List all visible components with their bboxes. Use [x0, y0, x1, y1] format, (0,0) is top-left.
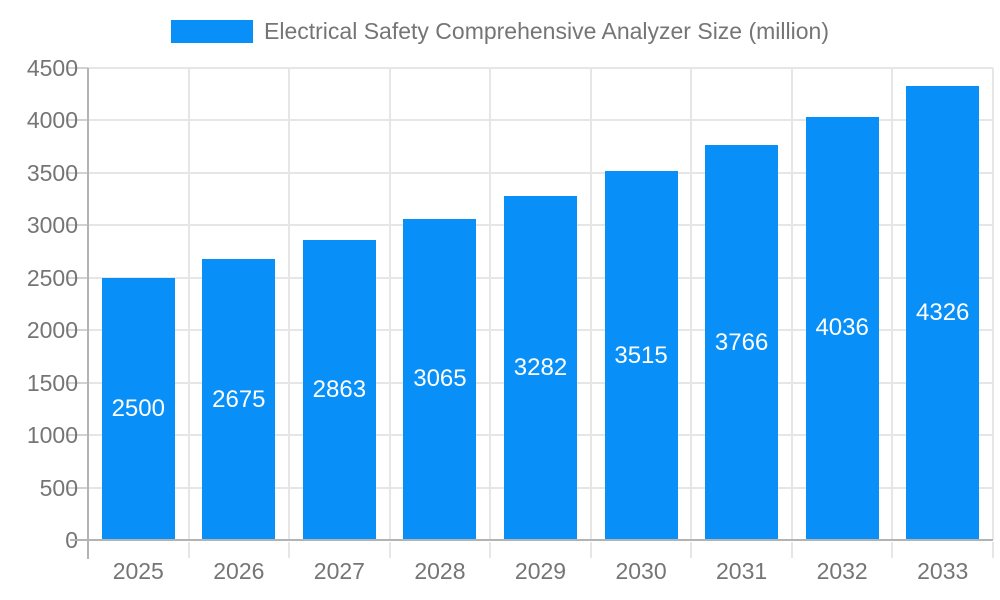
y-axis-label: 2000 [26, 317, 78, 344]
bar-value-label: 3515 [614, 341, 668, 369]
bar-value-label: 3282 [513, 353, 568, 381]
bar-value-label: 2500 [111, 394, 165, 422]
bar[interactable]: 3766 [705, 145, 779, 540]
y-axis-tick [68, 434, 88, 437]
bar[interactable]: 3515 [604, 171, 678, 540]
gridline-vertical [288, 68, 291, 540]
bar-value-label: 4326 [916, 299, 970, 327]
y-axis-label: 500 [39, 474, 78, 501]
gridline-vertical [388, 68, 391, 540]
x-axis-label: 2028 [414, 558, 466, 584]
x-axis-tick [288, 542, 291, 558]
bar-value-label: 2675 [212, 385, 266, 413]
y-axis-tick [68, 224, 88, 227]
gridline-vertical [690, 68, 693, 540]
x-axis-label: 2029 [514, 558, 567, 584]
legend[interactable]: Electrical Safety Comprehensive Analyzer… [0, 17, 1000, 45]
bar[interactable]: 2863 [302, 239, 376, 540]
x-axis-tick [87, 541, 89, 559]
gridline-vertical [992, 68, 994, 540]
bar[interactable]: 3065 [403, 218, 477, 540]
bar-value-label: 4036 [815, 314, 869, 342]
x-axis-label: 2033 [917, 558, 969, 584]
legend-swatch [171, 19, 253, 43]
y-axis-label: 3500 [26, 159, 78, 186]
x-axis-label: 2025 [112, 558, 164, 584]
x-axis-tick [790, 542, 793, 558]
x-axis-label: 2030 [615, 558, 667, 584]
y-axis-line [87, 68, 89, 540]
gridline-horizontal [88, 119, 993, 122]
x-axis-line [70, 539, 993, 541]
bar[interactable]: 3282 [504, 195, 577, 540]
y-axis-tick [68, 171, 88, 174]
y-axis-tick [68, 276, 88, 279]
gridline-horizontal [88, 67, 993, 69]
y-axis-tick [68, 119, 88, 122]
gridline-horizontal [88, 171, 993, 174]
y-axis-label: 3000 [26, 212, 78, 239]
x-axis-label: 2031 [716, 558, 768, 584]
bar-value-label: 3065 [413, 365, 467, 393]
x-axis-tick [187, 542, 190, 558]
gridline-vertical [489, 68, 492, 540]
y-axis-label: 0 [0, 526, 78, 554]
bar[interactable]: 4036 [805, 116, 879, 540]
bar[interactable]: 2500 [101, 277, 175, 540]
gridline-vertical [589, 68, 592, 540]
bar[interactable]: 2675 [202, 259, 276, 540]
x-axis-tick [589, 542, 592, 558]
y-axis-label: 1000 [26, 422, 78, 449]
y-axis-label: 4500 [26, 55, 78, 81]
legend-label: Electrical Safety Comprehensive Analyzer… [264, 17, 829, 44]
bar-value-label: 2863 [312, 375, 367, 403]
y-axis-label: 4000 [26, 107, 78, 134]
plot-area: 2500 2675 2863 3065 3282 3515 3766 4036 4326 [68, 67, 994, 559]
gridline-vertical [891, 68, 894, 540]
bar[interactable]: 4326 [906, 86, 980, 540]
y-axis-label: 1500 [26, 369, 78, 396]
y-axis-tick [68, 329, 88, 332]
x-axis-label: 2026 [213, 558, 265, 584]
x-axis-tick [690, 542, 693, 558]
y-axis-tick [68, 486, 88, 489]
gridline-vertical [790, 68, 793, 540]
gridline-vertical [187, 68, 190, 540]
x-axis-tick [489, 542, 492, 558]
x-axis-label: 2027 [313, 558, 365, 584]
y-axis-label: 2500 [26, 264, 78, 291]
x-axis-tick [388, 542, 391, 558]
bar-value-label: 3766 [714, 328, 769, 356]
x-axis-tick [891, 542, 894, 558]
y-axis-tick [68, 67, 88, 69]
x-axis-label: 2032 [816, 558, 868, 584]
y-axis-tick [68, 381, 88, 384]
x-axis-tick [992, 542, 994, 558]
